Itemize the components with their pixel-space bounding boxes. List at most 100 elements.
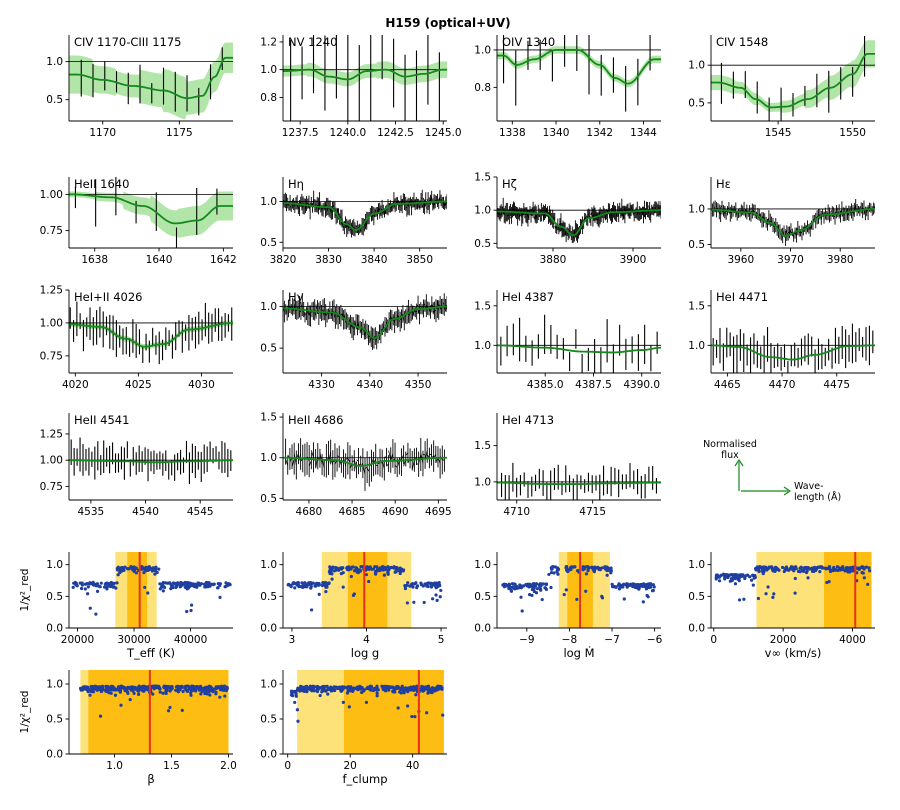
fit-sample-point <box>117 685 121 689</box>
panel-19: v∞ (km/s) 0 2000 4000 0.0 0.5 1.0 <box>688 552 875 660</box>
fit-sample-point <box>161 691 165 695</box>
x-tick-label: 1242.5 <box>377 127 414 139</box>
fit-sample-point <box>584 572 589 576</box>
fit-sample-point <box>520 609 524 613</box>
observed-flux-line <box>384 209 387 215</box>
x-tick-label: 4470 <box>769 379 796 391</box>
fit-sample-point <box>748 575 752 579</box>
observed-flux-line <box>426 454 430 459</box>
observed-flux-line <box>438 196 441 202</box>
fit-sample-point <box>295 708 300 712</box>
fit-sample-point <box>835 565 840 569</box>
observed-flux-line <box>535 214 538 219</box>
fit-sample-point <box>80 583 85 587</box>
y-tick-label: 1.0 <box>688 203 705 215</box>
fit-sample-point <box>119 703 123 707</box>
observed-flux-line <box>331 210 333 212</box>
fit-sample-point <box>105 581 109 585</box>
observed-flux-line <box>355 225 358 228</box>
panel-21: f_clump 0 20 40 0.0 0.5 1.0 <box>260 670 447 786</box>
observed-flux-line <box>293 453 297 466</box>
fit-sample-point <box>301 583 305 587</box>
plot-area <box>501 552 656 628</box>
fit-sample-point <box>404 686 408 690</box>
fit-sample-point <box>652 585 656 589</box>
x-tick-label: 1175 <box>166 127 193 139</box>
y-axis-label: 1/χ²_red <box>19 569 31 612</box>
fit-sample-point <box>207 685 211 689</box>
fit-sample-point <box>766 585 770 589</box>
fit-sample-point <box>94 612 98 616</box>
fit-sample-point <box>105 690 110 694</box>
fit-sample-point <box>218 583 222 588</box>
fit-sample-point <box>89 684 93 689</box>
fit-sample-point <box>409 688 413 692</box>
fit-sample-point <box>733 577 737 581</box>
observed-flux-line <box>283 200 286 203</box>
fit-sample-point <box>97 584 101 588</box>
x-axis-label: f_clump <box>342 772 387 786</box>
x-tick-label: 1638 <box>81 254 108 266</box>
observed-flux-line <box>308 460 312 467</box>
x-tick-label: 40 <box>406 760 419 772</box>
y-tick-label: 1.5 <box>688 300 705 312</box>
fit-sample-point <box>364 573 369 577</box>
panel-13: HeII 4541 4535 4540 4545 0.75 1.00 1.25 <box>40 413 233 518</box>
observed-flux-line <box>382 210 385 214</box>
y-tick-label: 1.0 <box>260 452 277 464</box>
fit-sample-point <box>412 686 417 690</box>
x-tick-label: 3 <box>289 634 296 646</box>
fit-uncertainty-band <box>69 191 233 238</box>
fit-sample-point <box>856 566 860 571</box>
fit-sample-point <box>91 687 95 691</box>
fit-sample-point <box>534 582 539 586</box>
y-tick-label: 1.0 <box>688 559 705 571</box>
y-tick-label: 1.0 <box>260 679 277 691</box>
x-tick-label: 40000 <box>174 634 207 646</box>
observed-flux-line <box>555 226 558 230</box>
panel-title: HeII 4541 <box>74 413 129 427</box>
fit-sample-point <box>549 570 554 575</box>
plot-area <box>714 552 872 628</box>
observed-flux-line <box>809 224 812 230</box>
fit-sample-point <box>867 569 872 573</box>
fit-sample-point <box>141 566 145 570</box>
fit-sample-point <box>766 566 771 570</box>
observed-flux-line <box>357 322 360 330</box>
observed-flux-line <box>356 230 359 234</box>
fit-sample-point <box>555 566 560 570</box>
fit-sample-point <box>308 684 312 688</box>
fit-sample-point <box>330 577 334 581</box>
fit-sample-point <box>641 600 645 604</box>
observed-flux-line <box>408 313 410 316</box>
observed-flux-line <box>415 310 417 312</box>
fit-sample-point <box>756 596 761 601</box>
observed-flux-line <box>785 229 788 234</box>
fit-uncertainty-band <box>497 46 661 88</box>
observed-flux-line <box>386 463 389 467</box>
panel-title: HeI 4713 <box>502 413 554 427</box>
fit-sample-point <box>195 585 199 589</box>
fit-sample-point <box>432 689 436 693</box>
observed-flux-line <box>720 205 723 208</box>
fit-sample-point <box>331 565 335 570</box>
fit-sample-point <box>181 689 185 694</box>
fit-sample-point <box>142 571 146 575</box>
fit-sample-point <box>728 579 732 583</box>
fit-sample-point <box>84 685 88 689</box>
fit-sample-point <box>115 581 119 585</box>
panel-3: OIV 1340 1338 1340 1342 1344 0.8 1.0 <box>474 35 661 139</box>
observed-flux-line <box>378 207 381 211</box>
fit-sample-point <box>360 690 364 695</box>
y-axis-label: 1/χ²_red <box>19 691 31 734</box>
fit-sample-point <box>326 692 330 696</box>
fit-sample-point <box>170 685 174 689</box>
observed-flux-line <box>562 228 565 230</box>
fit-sample-point <box>191 582 195 586</box>
x-tick-label: 30000 <box>117 634 150 646</box>
fit-sample-point <box>406 704 410 708</box>
confidence-band-inner <box>343 670 444 754</box>
x-tick-label: 4390.0 <box>623 379 660 391</box>
y-tick-label: 1.0 <box>474 44 491 56</box>
observed-flux-line <box>520 210 523 218</box>
